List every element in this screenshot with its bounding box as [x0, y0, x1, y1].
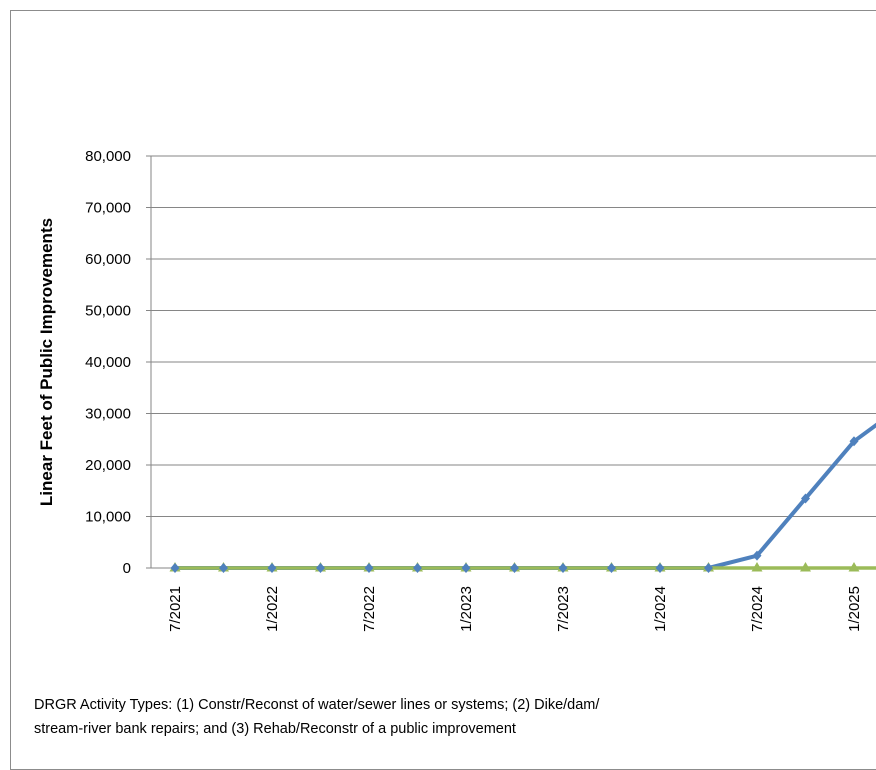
- x-tick-label: 7/2022: [361, 586, 378, 632]
- x-tick-label: 1/2023: [458, 586, 475, 632]
- y-tick-label: 10,000: [85, 509, 131, 526]
- y-tick-label: 50,000: [85, 303, 131, 320]
- x-tick-labels: 7/2021 1/2022 7/2022 1/2023 7/2023 1/2024 7/20…: [167, 586, 863, 632]
- x-tick-label: 7/2023: [555, 586, 572, 632]
- y-tick-label: 20,000: [85, 457, 131, 474]
- x-tick-label: 1/2024: [652, 586, 669, 632]
- y-axis-title: Linear Feet of Public Improvements: [37, 218, 56, 506]
- y-tick-labels: 80,000 70,000 60,000 50,000 40,000 30,000 20,0…: [85, 148, 131, 577]
- y-tick-label: 60,000: [85, 251, 131, 268]
- y-tick-label: 70,000: [85, 200, 131, 217]
- gridlines: [151, 156, 876, 517]
- x-tick-label: 7/2024: [749, 586, 766, 632]
- x-tick-label: 1/2025: [846, 586, 863, 632]
- y-tick-label: 40,000: [85, 354, 131, 371]
- series: [170, 401, 876, 573]
- x-tick-label: 7/2021: [167, 586, 184, 632]
- series-line-1: [175, 406, 876, 568]
- note-line-1: DRGR Activity Types: (1) Constr/Reconst …: [34, 693, 854, 717]
- note-line-2: stream-river bank repairs; and (3) Rehab…: [34, 717, 854, 741]
- activity-types-note: DRGR Activity Types: (1) Constr/Reconst …: [34, 693, 854, 741]
- line-chart: 80,000 70,000 60,000 50,000 40,000 30,000 20,0…: [0, 0, 876, 751]
- y-tick-label: 0: [123, 560, 131, 577]
- x-tick-label: 1/2022: [264, 586, 281, 632]
- y-tick-label: 30,000: [85, 406, 131, 423]
- y-tick-label: 80,000: [85, 148, 131, 165]
